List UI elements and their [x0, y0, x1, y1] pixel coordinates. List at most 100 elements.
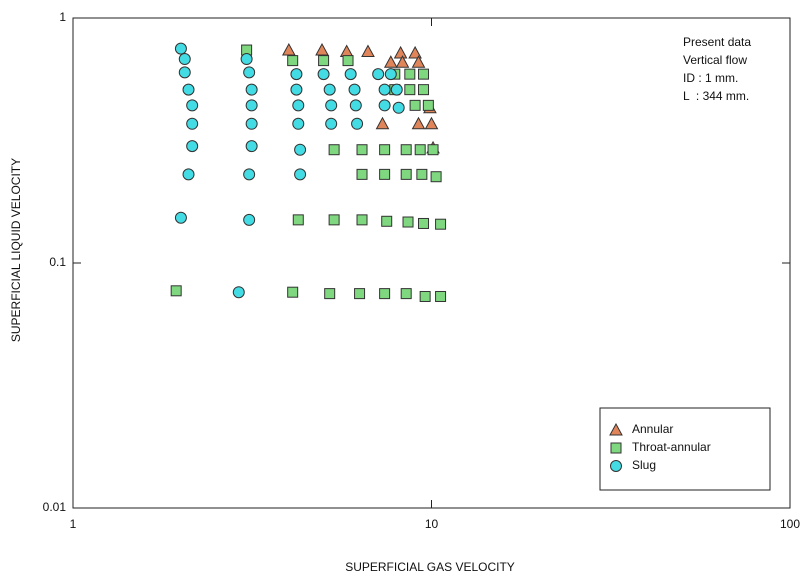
circle-marker: [325, 99, 338, 112]
circle-marker: [290, 83, 303, 96]
x-tick-label: 1: [70, 517, 77, 531]
triangle-marker: [339, 44, 354, 57]
square-marker: [292, 214, 304, 226]
legend-label: Throat-annular: [632, 440, 711, 454]
square-marker: [418, 84, 430, 96]
square-marker: [427, 144, 439, 156]
square-marker: [400, 168, 412, 180]
square-marker: [379, 288, 391, 300]
circle-marker: [323, 83, 336, 96]
circle-marker: [186, 140, 199, 153]
circle-marker: [294, 143, 307, 156]
square-marker: [287, 55, 299, 67]
triangle-marker: [315, 42, 329, 56]
circle-marker: [378, 83, 391, 96]
circle-marker: [186, 117, 199, 130]
circle-marker: [290, 68, 303, 81]
x-tick-label: 10: [425, 517, 439, 531]
square-marker: [610, 442, 622, 454]
y-tick-label: 1: [59, 10, 66, 24]
circle-marker: [245, 99, 258, 112]
square-marker: [354, 288, 366, 300]
square-marker: [379, 168, 391, 180]
x-tick-label: 100: [780, 517, 800, 531]
triangle-marker: [408, 45, 422, 59]
circle-marker: [174, 211, 187, 224]
circle-marker: [392, 101, 405, 114]
square-marker: [318, 55, 330, 67]
square-marker: [342, 55, 354, 67]
annotation: Vertical flow: [683, 53, 747, 67]
legend-box: [599, 407, 771, 491]
circle-marker: [348, 83, 361, 96]
square-marker: [287, 286, 299, 298]
triangle-marker: [395, 55, 410, 68]
square-marker: [328, 214, 340, 226]
circle-marker: [390, 83, 403, 96]
circle-marker: [182, 83, 195, 96]
y-tick-label: 0.1: [49, 255, 66, 269]
square-marker: [430, 171, 442, 183]
square-marker: [400, 288, 412, 300]
circle-marker: [245, 117, 258, 130]
annotation: Present data: [683, 35, 751, 49]
square-marker: [435, 290, 447, 302]
legend-label: Slug: [632, 458, 656, 472]
circle-marker: [240, 53, 253, 66]
circle-marker: [349, 99, 362, 112]
square-marker: [356, 144, 368, 156]
circle-marker: [182, 168, 195, 181]
triangle-marker: [411, 116, 426, 130]
triangle-marker: [424, 116, 439, 130]
legend-label: Annular: [632, 422, 673, 436]
square-marker: [416, 168, 428, 180]
circle-marker: [292, 99, 305, 112]
square-marker: [409, 99, 421, 111]
square-marker: [324, 288, 336, 300]
circle-marker: [317, 68, 330, 81]
annotation: L : 344 mm.: [683, 89, 749, 103]
y-tick-label: 0.01: [43, 500, 67, 514]
x-axis-title: SUPERFICIAL GAS VELOCITY: [345, 560, 515, 574]
circle-marker: [292, 117, 305, 130]
circle-marker: [610, 460, 622, 472]
square-marker: [170, 285, 182, 297]
circle-marker: [243, 168, 256, 181]
triangle-marker: [361, 44, 375, 57]
square-marker: [400, 144, 412, 156]
circle-marker: [245, 83, 258, 96]
square-marker: [418, 217, 430, 229]
annotation: ID : 1 mm.: [683, 71, 738, 85]
square-marker: [422, 99, 434, 111]
circle-marker: [243, 66, 256, 79]
circle-marker: [245, 140, 258, 153]
circle-marker: [178, 66, 191, 79]
circle-marker: [378, 99, 391, 112]
circle-marker: [232, 286, 245, 299]
circle-marker: [351, 117, 364, 130]
square-marker: [419, 290, 431, 302]
square-marker: [435, 218, 447, 230]
circle-marker: [294, 168, 307, 181]
square-marker: [381, 215, 393, 227]
triangle-marker: [383, 55, 398, 68]
triangle-marker: [411, 55, 426, 68]
square-marker: [356, 214, 368, 226]
circle-marker: [174, 42, 187, 55]
square-marker: [328, 144, 340, 156]
triangle-marker: [375, 116, 390, 130]
square-marker: [414, 144, 426, 156]
triangle-marker: [393, 45, 408, 59]
square-marker: [402, 216, 414, 228]
square-marker: [356, 168, 368, 180]
circle-marker: [384, 68, 397, 81]
square-marker: [379, 144, 391, 156]
triangle-marker: [281, 42, 296, 56]
circle-marker: [325, 117, 338, 130]
circle-marker: [186, 99, 199, 112]
square-marker: [404, 68, 416, 80]
circle-marker: [344, 68, 357, 81]
circle-marker: [372, 68, 385, 81]
circle-marker: [178, 53, 191, 66]
